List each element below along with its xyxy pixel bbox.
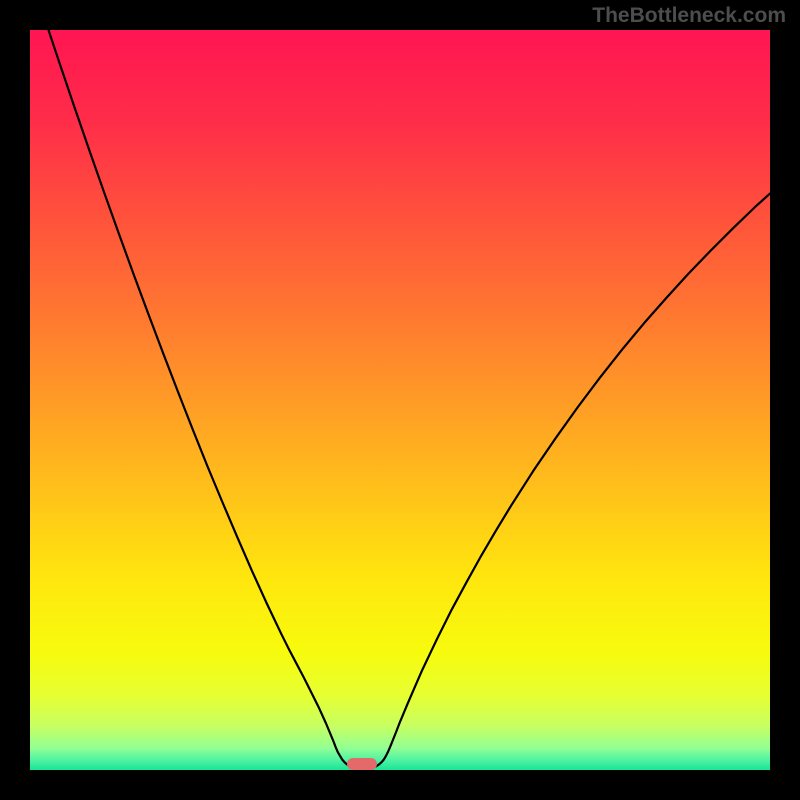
minimum-marker: [347, 758, 377, 770]
plot-area: [30, 30, 770, 770]
curve-right-branch: [370, 194, 770, 769]
curve-layer: [30, 30, 770, 770]
curve-left-branch: [49, 30, 356, 768]
watermark-text: TheBottleneck.com: [592, 4, 786, 28]
